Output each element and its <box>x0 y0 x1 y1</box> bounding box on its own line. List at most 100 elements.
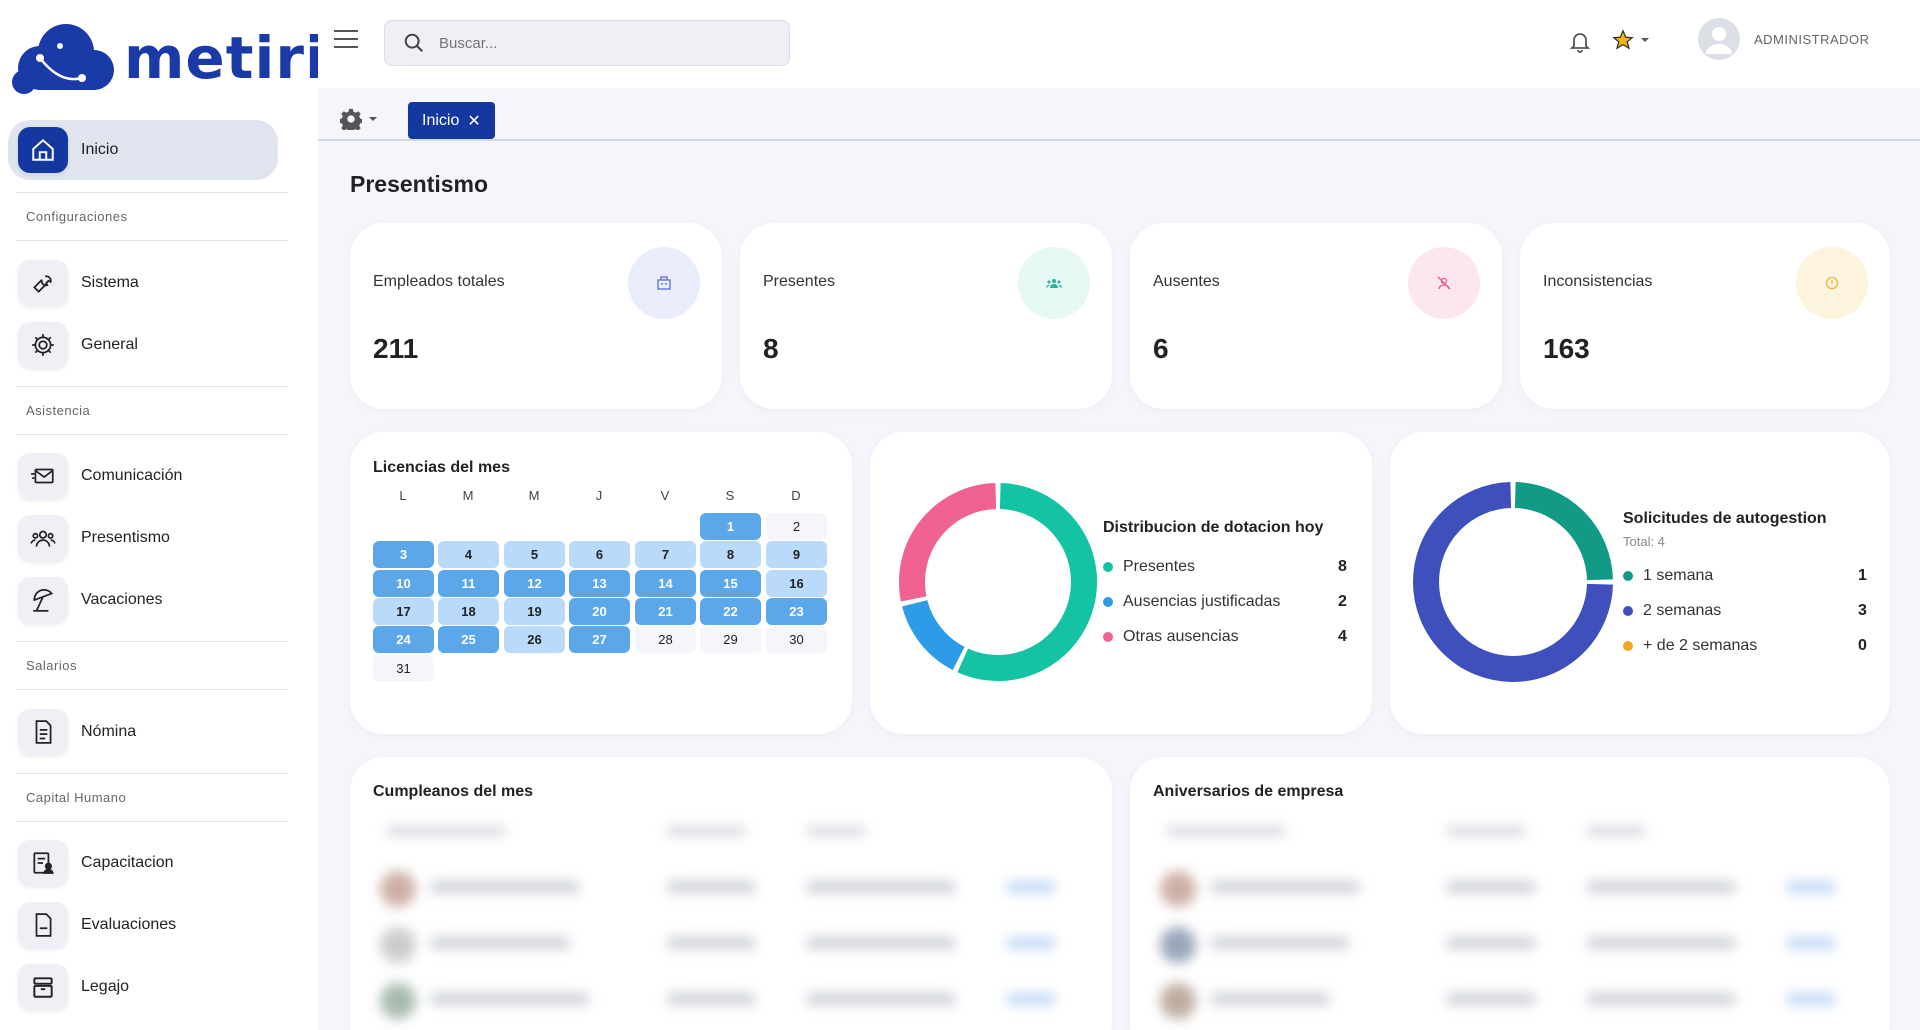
legend-dot <box>1103 632 1113 642</box>
menu-toggle-icon[interactable] <box>334 30 358 50</box>
calendar-day[interactable]: 21 <box>635 597 696 625</box>
stat-label: Inconsistencias <box>1543 273 1653 290</box>
calendar-day[interactable]: 15 <box>700 569 761 597</box>
stat-label: Ausentes <box>1153 273 1220 290</box>
sidebar-item-sistema[interactable]: Sistema <box>8 253 278 313</box>
legend-label: 1 semana <box>1643 567 1714 584</box>
calendar-day[interactable]: 28 <box>635 626 696 654</box>
weekday-header: L <box>399 488 407 503</box>
tabs-bar: Inicio ✕ <box>318 88 1920 141</box>
legend-item-otras-ausencias: Otras ausencias <box>1103 628 1239 646</box>
legend-dot <box>1623 641 1633 651</box>
legend-label: + de 2 semanas <box>1643 637 1758 654</box>
calendar-day[interactable]: 25 <box>438 626 499 654</box>
calendar-day[interactable]: 5 <box>504 541 565 569</box>
wrench-icon <box>18 260 68 306</box>
home-icon <box>18 127 68 173</box>
calendar-day[interactable]: 27 <box>569 626 630 654</box>
sidebar-item-capacitacion[interactable]: Capacitacion <box>8 833 278 893</box>
calendar-day[interactable]: 18 <box>438 597 499 625</box>
donut-slice-2-semanas[interactable] <box>1413 482 1613 682</box>
sidebar-item-label: Nómina <box>81 723 137 740</box>
tab-inicio[interactable]: Inicio ✕ <box>408 102 495 139</box>
calendar-day[interactable]: 11 <box>438 569 499 597</box>
sidebar-item-evaluaciones[interactable]: Evaluaciones <box>8 895 278 955</box>
gear-icon <box>18 322 68 368</box>
sidebar-item-label: Evaluaciones <box>81 916 177 933</box>
sidebar-item-legajo[interactable]: Legajo <box>8 957 278 1017</box>
chevron-down-icon <box>369 117 377 121</box>
building-icon <box>628 247 700 319</box>
autogestion-card: Solicitudes de autogestion Total: 4 1 se… <box>1390 432 1890 734</box>
stat-card-ausentes: Ausentes 6 <box>1130 223 1502 409</box>
birthdays-title: Cumpleanos del mes <box>373 783 534 800</box>
donut-slice-presentes[interactable] <box>957 483 1097 681</box>
donut-slice-otras-ausencias[interactable] <box>899 483 997 602</box>
stat-value: 6 <box>1153 333 1169 364</box>
search-input[interactable] <box>439 34 739 52</box>
calendar-day[interactable]: 14 <box>635 569 696 597</box>
notifications-button[interactable] <box>1568 28 1592 59</box>
sidebar-item-inicio[interactable]: Inicio <box>8 120 278 180</box>
legend-value: 3 <box>1858 602 1867 619</box>
legend-dot <box>1623 606 1633 616</box>
brand-logo[interactable]: metiri <box>10 22 326 94</box>
anniversaries-card: Aniversarios de empresa <box>1130 757 1890 1030</box>
stat-value: 163 <box>1543 333 1590 364</box>
calendar-day[interactable]: 29 <box>700 626 761 654</box>
stat-label: Empleados totales <box>373 273 505 290</box>
user-icon <box>1706 27 1732 54</box>
calendar-day[interactable]: 24 <box>373 626 434 654</box>
cloud-logo-icon <box>12 24 114 94</box>
calendar-day[interactable]: 8 <box>700 541 761 569</box>
calendar-day[interactable]: 10 <box>373 569 434 597</box>
calendar-day[interactable]: 16 <box>766 569 827 597</box>
calendar-day[interactable]: 23 <box>766 597 827 625</box>
stat-label: Presentes <box>763 273 836 290</box>
sidebar-item-nomina[interactable]: Nómina <box>8 702 278 762</box>
calendar-day[interactable]: 22 <box>700 597 761 625</box>
calendar-title: Licencias del mes <box>373 459 510 476</box>
legend-item-presentes: Presentes <box>1103 558 1195 576</box>
section-title-configuraciones: Configuraciones <box>26 209 128 224</box>
weekday-header: V <box>660 488 670 503</box>
bell-icon <box>1569 33 1591 53</box>
legend-label: 2 semanas <box>1643 602 1722 619</box>
stat-card-empleados: Empleados totales 211 <box>350 223 722 409</box>
user-menu[interactable]: ADMINISTRADOR <box>1698 18 1870 60</box>
stat-card-presentes: Presentes 8 <box>740 223 1112 409</box>
stat-value: 211 <box>373 333 419 364</box>
close-icon[interactable]: ✕ <box>467 112 481 130</box>
tabs-settings-button[interactable] <box>340 108 378 130</box>
search-box[interactable] <box>384 20 790 66</box>
calendar-day[interactable]: 26 <box>504 626 565 654</box>
group-icon <box>1018 247 1090 319</box>
donut-slice-1-semana[interactable] <box>1514 482 1613 581</box>
legend-item-ausencias-justificadas: Ausencias justificadas <box>1103 593 1280 611</box>
calendar-day[interactable]: 3 <box>373 541 434 569</box>
calendar-day[interactable]: 13 <box>569 569 630 597</box>
calendar-day[interactable]: 12 <box>504 569 565 597</box>
calendar-day[interactable]: 1 <box>700 513 761 540</box>
calendar-day[interactable]: 7 <box>635 541 696 569</box>
sidebar-item-comunicacion[interactable]: Comunicación <box>8 446 278 506</box>
calendar-day[interactable]: 19 <box>504 597 565 625</box>
sidebar-item-vacaciones[interactable]: Vacaciones <box>8 570 278 630</box>
calendar-day[interactable]: 20 <box>569 597 630 625</box>
calendar-day[interactable]: 4 <box>438 541 499 569</box>
calendar-day[interactable]: 30 <box>766 626 827 654</box>
calendar-day[interactable]: 6 <box>569 541 630 569</box>
page-title: Presentismo <box>350 171 489 197</box>
weekday-header: M <box>462 488 474 503</box>
sidebar-item-general[interactable]: General <box>8 315 278 375</box>
donut-slice-ausencias-justificadas[interactable] <box>902 599 966 671</box>
sidebar: metiri Inicio Configuraciones Sistema Ge… <box>0 0 325 1030</box>
favorites-button[interactable] <box>1612 29 1650 51</box>
file-icon <box>18 902 68 948</box>
calendar-day[interactable]: 9 <box>766 541 827 569</box>
calendar-day[interactable]: 17 <box>373 597 434 625</box>
calendar-day[interactable]: 2 <box>766 513 827 540</box>
calendar-day[interactable]: 31 <box>373 654 434 682</box>
calendar-card: Licencias del mes L M M J V S D 1 2 3 4 5 6 7 8 9 10 11 12… <box>350 432 852 734</box>
sidebar-item-presentismo[interactable]: Presentismo <box>8 508 278 568</box>
